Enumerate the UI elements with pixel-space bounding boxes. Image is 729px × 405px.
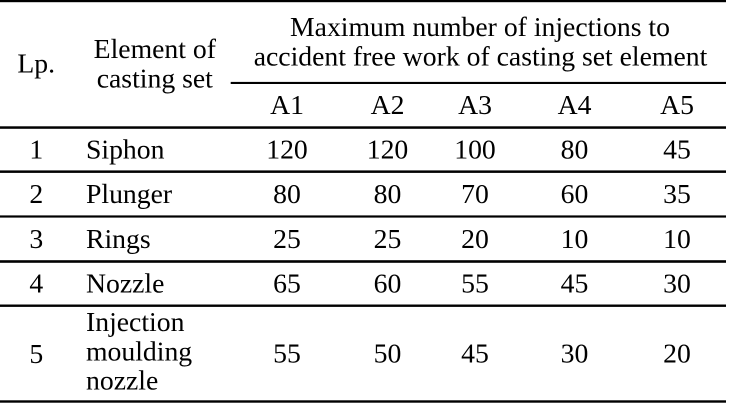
svg-text:25: 25	[273, 223, 301, 254]
svg-text:Element of: Element of	[94, 33, 217, 64]
svg-text:A1: A1	[270, 89, 304, 120]
svg-text:Injection: Injection	[86, 306, 185, 337]
svg-text:casting set: casting set	[97, 63, 213, 94]
svg-text:Plunger: Plunger	[86, 178, 172, 209]
svg-text:30: 30	[663, 268, 691, 299]
svg-text:100: 100	[454, 133, 496, 164]
svg-text:65: 65	[273, 268, 301, 299]
svg-text:25: 25	[374, 223, 402, 254]
svg-text:70: 70	[461, 178, 489, 209]
svg-text:Siphon: Siphon	[86, 133, 165, 164]
svg-text:Nozzle: Nozzle	[86, 268, 164, 299]
svg-text:A2: A2	[371, 89, 405, 120]
svg-text:60: 60	[561, 178, 589, 209]
svg-text:30: 30	[561, 338, 589, 369]
svg-text:A4: A4	[558, 89, 592, 120]
svg-text:45: 45	[461, 338, 489, 369]
svg-text:120: 120	[266, 133, 308, 164]
svg-text:80: 80	[561, 133, 589, 164]
svg-text:4: 4	[29, 268, 43, 299]
svg-text:10: 10	[663, 223, 691, 254]
svg-text:20: 20	[663, 338, 691, 369]
svg-text:55: 55	[273, 338, 301, 369]
svg-text:A5: A5	[660, 89, 694, 120]
svg-text:45: 45	[561, 268, 589, 299]
svg-text:5: 5	[29, 338, 43, 369]
svg-text:accident free work of casting: accident free work of casting set elemen…	[254, 40, 708, 71]
svg-text:45: 45	[663, 133, 691, 164]
svg-text:55: 55	[461, 268, 489, 299]
svg-text:120: 120	[367, 133, 409, 164]
svg-text:moulding: moulding	[86, 335, 192, 366]
svg-text:80: 80	[273, 178, 301, 209]
svg-text:20: 20	[461, 223, 489, 254]
svg-text:2: 2	[29, 178, 43, 209]
svg-text:Rings: Rings	[86, 223, 151, 254]
svg-text:50: 50	[374, 338, 402, 369]
svg-text:10: 10	[561, 223, 589, 254]
svg-text:nozzle: nozzle	[86, 365, 158, 396]
svg-text:35: 35	[663, 178, 691, 209]
svg-text:80: 80	[374, 178, 402, 209]
svg-text:3: 3	[29, 223, 43, 254]
svg-text:A3: A3	[458, 89, 492, 120]
svg-text:1: 1	[29, 133, 43, 164]
svg-text:Maximum number of injections t: Maximum number of injections to	[290, 11, 670, 42]
svg-text:Lp.: Lp.	[17, 47, 55, 78]
svg-text:60: 60	[374, 268, 402, 299]
